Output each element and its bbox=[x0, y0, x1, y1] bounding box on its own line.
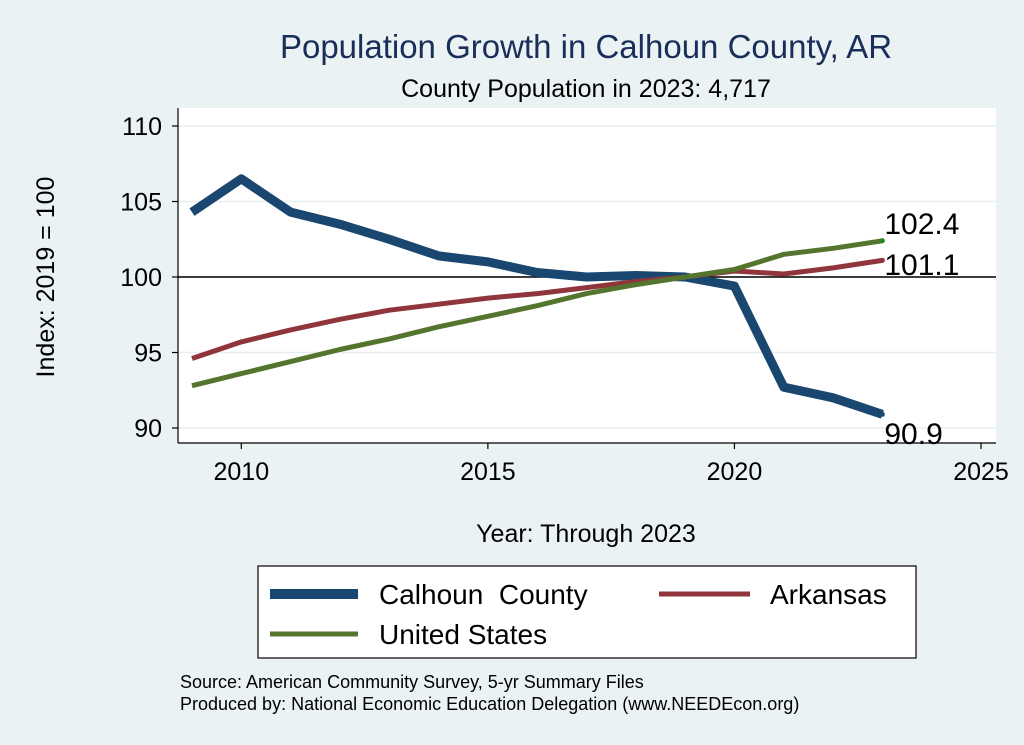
source-note: Source: American Community Survey, 5-yr … bbox=[180, 672, 644, 692]
y-tick-label-110: 110 bbox=[122, 113, 162, 141]
y-tick-label-100: 100 bbox=[120, 264, 162, 292]
y-tick-label-105: 105 bbox=[120, 189, 162, 217]
legend-label-arkansas: Arkansas bbox=[770, 579, 887, 610]
series-line-arkansas bbox=[191, 257, 883, 361]
legend-box bbox=[257, 565, 917, 659]
end-label-arkansas-marker bbox=[879, 257, 885, 263]
end-label-united-states: 102.4 bbox=[884, 208, 959, 241]
y-axis-title: Index: 2019 = 100 bbox=[32, 177, 60, 378]
end-label-united-states-marker bbox=[879, 238, 885, 244]
y-axis: 90 95 100 105 110 bbox=[120, 108, 179, 443]
x-tick-label-2015: 2015 bbox=[460, 458, 516, 486]
x-axis-title: Year: Through 2023 bbox=[476, 520, 696, 548]
series-group bbox=[189, 174, 884, 419]
end-label-arkansas: 101.1 bbox=[884, 249, 959, 282]
produced-by-note: Produced by: National Economic Education… bbox=[180, 694, 799, 714]
legend-label-calhoun: Calhoun County bbox=[379, 579, 588, 610]
legend-label-united-states: United States bbox=[379, 619, 547, 650]
end-label-calhoun-marker bbox=[879, 411, 885, 417]
series-line-united-states bbox=[191, 238, 883, 389]
x-axis: 2010 2015 2020 2025 bbox=[178, 442, 1009, 486]
y-tick-label-90: 90 bbox=[134, 415, 162, 443]
x-tick-label-2020: 2020 bbox=[707, 458, 763, 486]
end-label-calhoun: 90.9 bbox=[884, 418, 942, 451]
series-line-calhoun bbox=[189, 174, 884, 419]
x-tick-label-2010: 2010 bbox=[214, 458, 270, 486]
chart-title: Population Growth in Calhoun County, AR bbox=[280, 28, 892, 65]
chart-subtitle: County Population in 2023: 4,717 bbox=[401, 75, 771, 103]
end-labels: 90.9 101.1 102.4 bbox=[879, 208, 959, 451]
x-tick-label-2025: 2025 bbox=[953, 458, 1009, 486]
y-tick-label-95: 95 bbox=[134, 340, 162, 368]
